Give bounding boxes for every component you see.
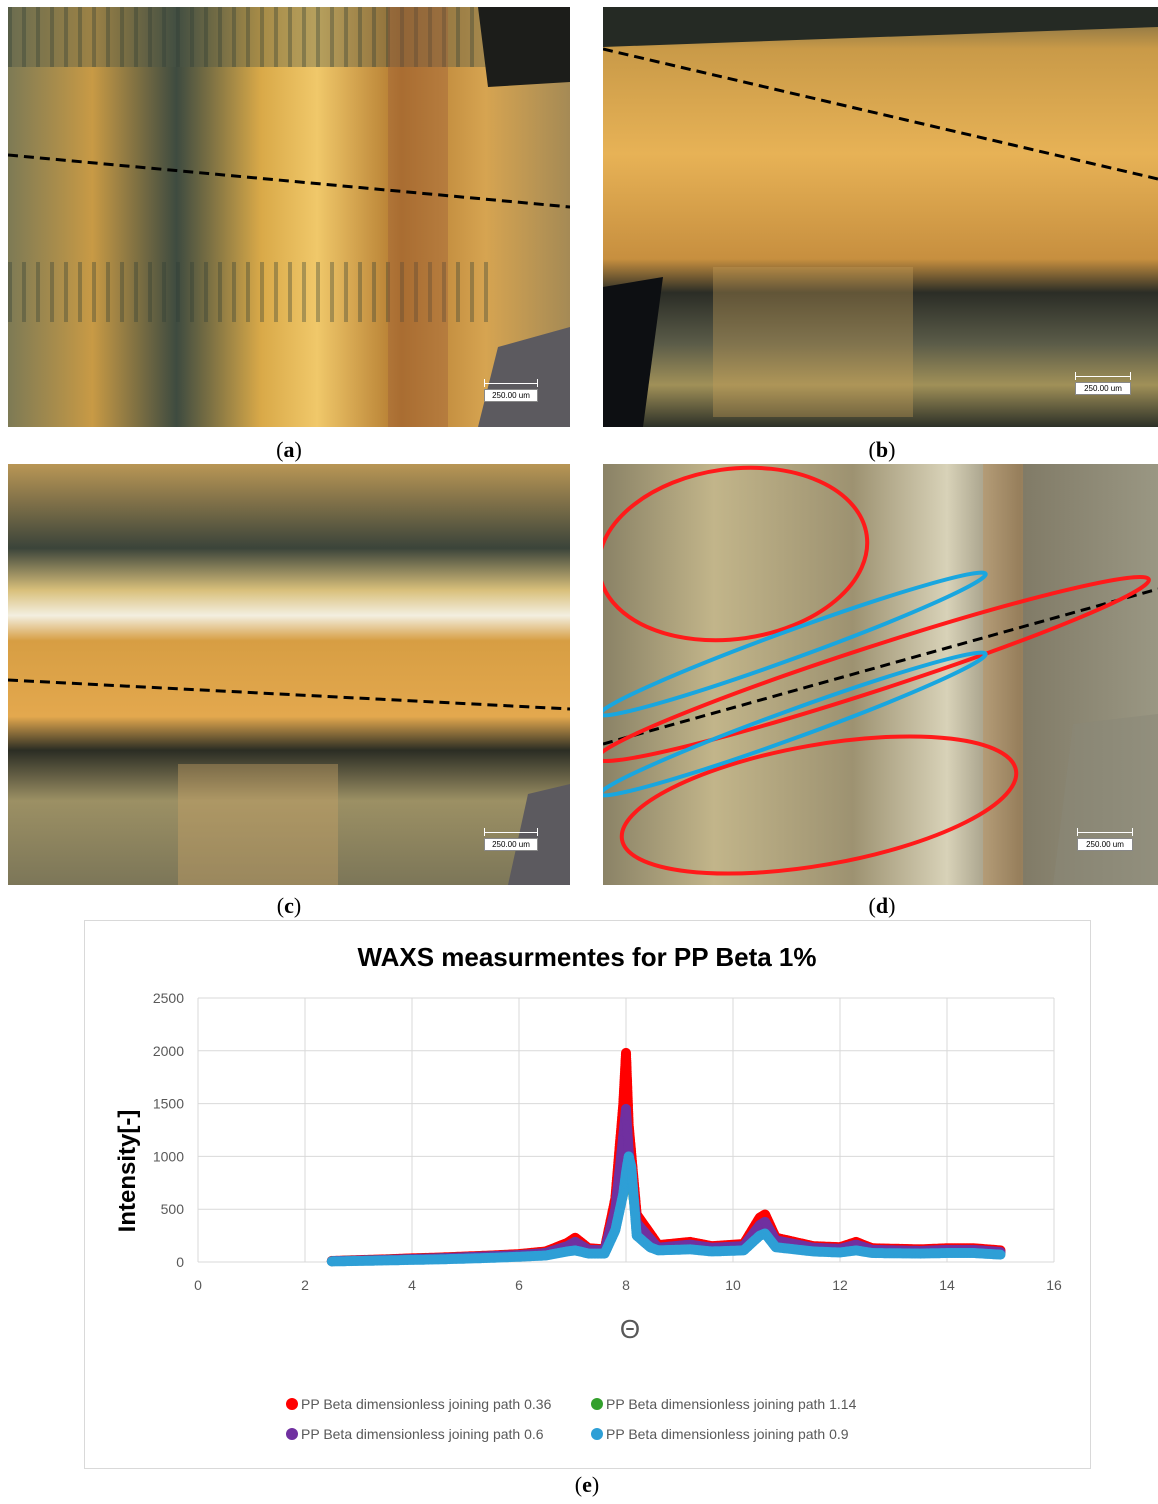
series-0: [326, 1047, 1006, 1266]
x-tick-label: 2: [301, 1277, 309, 1293]
red-ellipse-bottom: [619, 734, 1019, 876]
series-layer: [326, 1047, 1006, 1267]
legend-item-036: PP Beta dimensionless joining path 0.36: [286, 1396, 552, 1412]
scale-bar-b: 250.00 um: [1075, 372, 1131, 396]
x-tick-label: 0: [194, 1277, 202, 1293]
caption-d: (d): [868, 893, 896, 918]
x-axis-label: Θ: [620, 1314, 640, 1344]
legend-item-09: PP Beta dimensionless joining path 0.9: [591, 1426, 849, 1442]
legend-marker-09: [591, 1428, 603, 1440]
y-tick-label: 2500: [153, 990, 184, 1006]
series-3: [326, 1151, 1006, 1267]
scale-label-c: 250.00 um: [484, 838, 538, 851]
scale-bar-c: 250.00 um: [484, 828, 538, 852]
legend-label-06: PP Beta dimensionless joining path 0.6: [301, 1426, 544, 1442]
tick-layer: 0 500 1000 1500 2000 2500 0 2 4 6 8 10 12 14 16: [153, 990, 1062, 1293]
micrograph-a-image: [8, 7, 570, 427]
scale-bar-d: 250.00 um: [1077, 828, 1133, 852]
legend-label-09: PP Beta dimensionless joining path 0.9: [606, 1426, 849, 1442]
x-tick-label: 8: [622, 1277, 630, 1293]
caption-a: (a): [276, 437, 302, 462]
legend-marker-036: [286, 1398, 298, 1410]
micrograph-b: 250.00 um: [603, 7, 1158, 427]
blue-ellipse-lower: [603, 650, 988, 798]
scale-bar-a: 250.00 um: [484, 379, 538, 403]
y-tick-label: 1000: [153, 1148, 184, 1164]
legend-item-114: PP Beta dimensionless joining path 1.14: [591, 1396, 857, 1412]
legend-label-114: PP Beta dimensionless joining path 1.14: [606, 1396, 857, 1412]
blue-ellipse-upper: [603, 570, 988, 718]
scale-label-a: 250.00 um: [484, 389, 538, 402]
y-tick-label: 500: [161, 1201, 185, 1217]
chart-title: WAXS measurmentes for PP Beta 1%: [357, 942, 816, 972]
data-point: [995, 1249, 1006, 1260]
legend: PP Beta dimensionless joining path 0.36 …: [286, 1396, 857, 1442]
y-axis-label: Intensity[-]: [114, 1110, 141, 1233]
scale-label-b: 250.00 um: [1075, 382, 1131, 395]
micrograph-d-image: [603, 464, 1158, 885]
caption-b: (b): [868, 437, 896, 462]
micrograph-c: 250.00 um: [8, 464, 570, 885]
legend-marker-06: [286, 1428, 298, 1440]
legend-label-036: PP Beta dimensionless joining path 0.36: [301, 1396, 552, 1412]
legend-item-06: PP Beta dimensionless joining path 0.6: [286, 1426, 544, 1442]
caption-c: (c): [276, 893, 302, 918]
x-tick-label: 10: [725, 1277, 741, 1293]
x-tick-label: 4: [408, 1277, 416, 1293]
red-ellipse-top: [603, 465, 870, 643]
micrograph-b-image: [603, 7, 1158, 427]
y-tick-label: 1500: [153, 1096, 184, 1112]
x-tick-label: 16: [1046, 1277, 1062, 1293]
caption-e: (e): [574, 1472, 600, 1497]
joining-line-d: [603, 587, 1158, 746]
micrograph-d: 250.00 um: [603, 464, 1158, 885]
waxs-chart-frame: WAXS measurmentes for PP Beta 1% 0 500 100…: [84, 920, 1091, 1469]
legend-marker-114: [591, 1398, 603, 1410]
micrograph-c-image: [8, 464, 570, 885]
y-tick-label: 2000: [153, 1043, 184, 1059]
y-tick-label: 0: [176, 1254, 184, 1270]
scale-label-d: 250.00 um: [1077, 838, 1133, 851]
x-tick-label: 14: [939, 1277, 955, 1293]
x-tick-label: 12: [832, 1277, 848, 1293]
red-ellipse-middle: [603, 574, 1151, 764]
micrograph-a: 250.00 um: [8, 7, 570, 427]
x-tick-label: 6: [515, 1277, 523, 1293]
waxs-chart: WAXS measurmentes for PP Beta 1% 0500100…: [114, 942, 1062, 1442]
